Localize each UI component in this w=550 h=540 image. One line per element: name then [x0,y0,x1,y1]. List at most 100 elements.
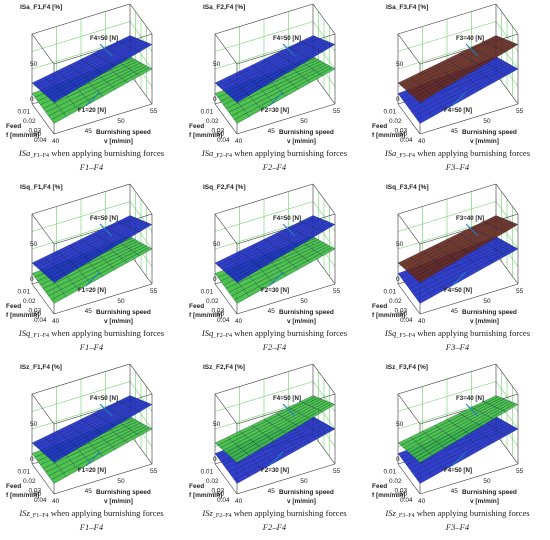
v-tick-label: 55 [150,468,158,475]
caption-subscript: _F1–F4 [29,513,49,519]
surface-upper [31,395,153,463]
chart-title: ISq_F1,F4 [%] [20,184,63,191]
force-label-lower: F2=30 [N] [261,467,289,474]
annotation-arrow [99,403,113,417]
box-edge [214,103,238,135]
force-label-lower: F4=50 [N] [444,287,472,294]
caption-text: when applying burnishing forces [232,328,348,338]
surface-cell [136,67,153,76]
f-tick-label: 0.03 [212,308,225,315]
surface-cell [136,223,153,232]
box-edge [214,183,314,215]
surface-cell [319,43,336,52]
f-tick-label: 0.03 [212,488,225,495]
v-tick-label: 55 [516,288,524,295]
chart-panel: ISz_F3,F4 [%] 50 0 −50 0.04 0.03 0.02 0.01 40 45 5… [366,360,549,540]
v-tick-label: 50 [117,478,125,485]
surface-cell [319,223,336,232]
f-tick-label: 0.01 [18,289,31,296]
caption-forces: F1–F4 [79,522,104,532]
speed-axis-label: Burnishing speed [96,309,151,316]
v-tick-label: 50 [483,118,491,125]
box-edge [214,463,238,495]
speed-axis-label: Burnishing speed [462,489,517,496]
f-tick-label: 0.01 [201,289,214,296]
z-tick-label: 50 [396,421,404,428]
z-tick-label: 50 [213,241,221,248]
surface-plot: ISa_F3,F4 [%] 50 0 −500.04 0.03 0.02 0.01 40 45 5… [372,3,524,145]
caption-subscript: _F1–F4 [30,153,50,159]
surface-plot: ISz_F1,F4 [%] 50 0 −500.04 0.03 0.02 0.01 40 45 5… [6,363,158,505]
v-tick-label: 45 [451,488,459,495]
caption-forces: F2–F4 [262,522,287,532]
surface-cell [136,403,153,412]
caption-symbol: ISa [18,148,31,158]
caption-symbol: ISz [202,508,213,518]
v-tick-label: 50 [117,298,125,305]
box-edge [31,183,131,215]
box-edge [236,103,336,135]
box-edge [214,3,314,35]
f-tick-label: 0.04 [34,497,47,504]
chart-title: ISq_F2,F4 [%] [203,184,246,191]
caption-text: when applying burnishing forces [415,328,531,338]
surface-plot: ISz_F2,F4 [%] 50 0 −500.04 0.03 0.02 0.01 40 45 5… [189,363,341,505]
annotation-arrow [465,403,479,417]
caption-subscript: _F3–F4 [396,153,416,159]
z-tick-label: 50 [396,61,404,68]
feed-axis-label: Feed [189,123,204,130]
f-tick-label: 0.02 [206,478,219,485]
surface-upper [214,395,336,463]
surface-cell [502,247,519,256]
v-tick-label: 40 [418,318,426,325]
v-tick-label: 40 [52,138,60,145]
caption-forces: F3–F4 [445,342,470,352]
f-tick-label: 0.01 [18,469,31,476]
force-label-upper: F4=50 [N] [273,215,301,222]
surface-upper [397,35,519,103]
v-tick-label: 55 [333,108,341,115]
chart-title: ISa_F2,F4 [%] [203,4,245,11]
f-tick-label: 0.03 [29,308,42,315]
v-tick-label: 55 [333,468,341,475]
figure-caption: ISa_F1–F4 when applying burnishing force… [0,148,183,173]
surface-cell [319,247,336,256]
chart-title: ISz_F3,F4 [%] [386,364,428,371]
caption-line: ISz_F1–F4 when applying burnishing force… [0,508,183,522]
box-edge [397,213,421,245]
feed-axis-label: Feed [6,483,21,490]
z-tick-label: −50 [30,491,41,498]
z-tick-label: −50 [213,311,224,318]
annotation-arrow [451,451,467,467]
surface-cell [136,43,153,52]
surface-cell [136,427,153,436]
f-tick-label: 0.03 [29,488,42,495]
speed-axis-unit: v [m/min] [287,138,316,145]
chart-panel: ISa_F1,F4 [%] 50 0 −50 0.04 0.03 0.02 0.01 40 45 5… [0,0,183,180]
force-label-upper: F4=50 [N] [90,395,118,402]
box-edge [419,103,519,135]
chart-panel: ISz_F1,F4 [%] 50 0 −50 0.04 0.03 0.02 0.01 40 45 5… [0,360,183,540]
v-tick-label: 50 [117,118,125,125]
v-tick-label: 45 [85,128,93,135]
speed-axis-label: Burnishing speed [96,489,151,496]
annotation-arrow [85,91,101,107]
chart-panel: ISa_F2,F4 [%] 50 0 −50 0.04 0.03 0.02 0.01 40 45 5… [183,0,366,180]
annotation-arrow [465,43,479,57]
caption-text: when applying burnishing forces [49,148,165,158]
z-tick-label: −50 [213,491,224,498]
surface-cell [319,427,336,436]
f-tick-label: 0.04 [34,137,47,144]
box-edge [312,183,336,215]
feed-axis-label: Feed [372,303,387,310]
chart-panel: ISq_F3,F4 [%] 50 0 −50 0.04 0.03 0.02 0.01 40 45 5… [366,180,549,360]
chart-title: ISq_F3,F4 [%] [386,184,429,191]
surface-plot: ISq_F1,F4 [%] 50 0 −500.04 0.03 0.02 0.01 40 45 5… [6,183,158,325]
caption-text: when applying burnishing forces [231,508,347,518]
z-tick-label: 50 [30,61,38,68]
chart-title: ISz_F1,F4 [%] [20,364,62,371]
figure-caption: ISz_F1–F4 when applying burnishing force… [0,508,183,533]
v-tick-label: 50 [483,298,491,305]
surface-upper [31,35,153,103]
